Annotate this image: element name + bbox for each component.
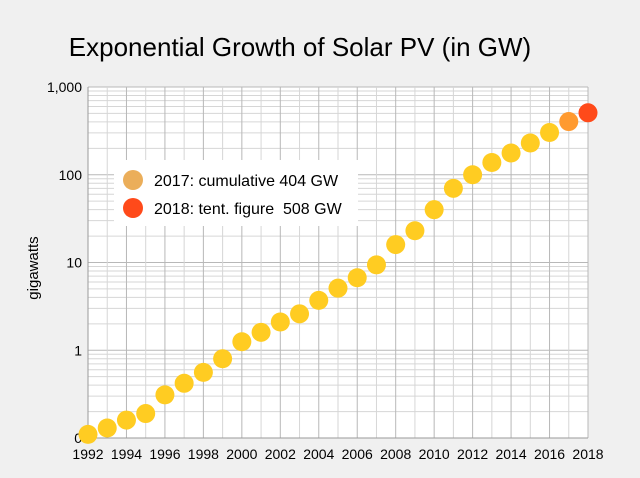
y-tick-label: 1,000 [47,79,82,95]
data-point [540,123,560,143]
legend-label: 2018: tent. figure 508 GW [154,201,343,218]
data-point [232,332,252,352]
data-point [366,255,386,275]
x-tick-label: 2016 [534,446,565,462]
data-point [290,304,310,324]
data-point [136,404,156,424]
grid [87,86,589,439]
data-point [97,418,117,438]
x-tick-label: 2006 [342,446,373,462]
legend-marker [123,170,143,190]
data-point [443,178,463,198]
x-tick-label: 1998 [188,446,219,462]
data-point [463,165,483,185]
data-point [501,143,521,163]
x-tick-label: 1996 [149,446,180,462]
x-tick-label: 2004 [303,446,334,462]
data-point [347,268,367,288]
data-point [270,312,290,332]
x-tick-label: 2002 [265,446,296,462]
y-tick-label: 0 [74,430,82,446]
x-tick-label: 2010 [419,446,450,462]
data-point [213,349,233,369]
data-point [405,221,425,241]
data-point [520,133,540,153]
chart-title: Exponential Growth of Solar PV (in GW) [69,32,531,62]
data-point [193,362,213,382]
data-point [116,410,136,430]
y-tick-label: 1 [74,342,82,358]
data-point [559,112,579,132]
data-point [155,385,175,405]
data-point [424,200,444,220]
data-point [482,152,502,172]
legend-label: 2017: cumulative 404 GW [154,173,339,190]
data-point [578,103,598,123]
data-point [174,373,194,393]
y-axis-label: gigawatts [25,236,42,299]
y-tick-label: 10 [66,255,82,271]
data-point [386,235,406,255]
x-tick-label: 2000 [226,446,257,462]
x-tick-label: 1994 [111,446,142,462]
data-series [78,103,598,444]
y-tick-label: 100 [59,167,83,183]
legend: 2017: cumulative 404 GW 2018: tent. figur… [114,160,358,226]
data-point [78,424,98,444]
data-point [328,278,348,298]
x-tick-label: 2008 [380,446,411,462]
legend-marker [123,198,143,218]
x-tick-label: 2012 [457,446,488,462]
data-point [309,290,329,310]
axes: 0 1 10 100 1,000 1992 1994 1996 1998 2000 2002 2004… [47,79,604,462]
data-point [251,322,271,342]
legend-box [114,160,358,226]
x-tick-label: 2018 [572,446,603,462]
x-tick-label: 2014 [495,446,526,462]
x-tick-label: 1992 [72,446,103,462]
